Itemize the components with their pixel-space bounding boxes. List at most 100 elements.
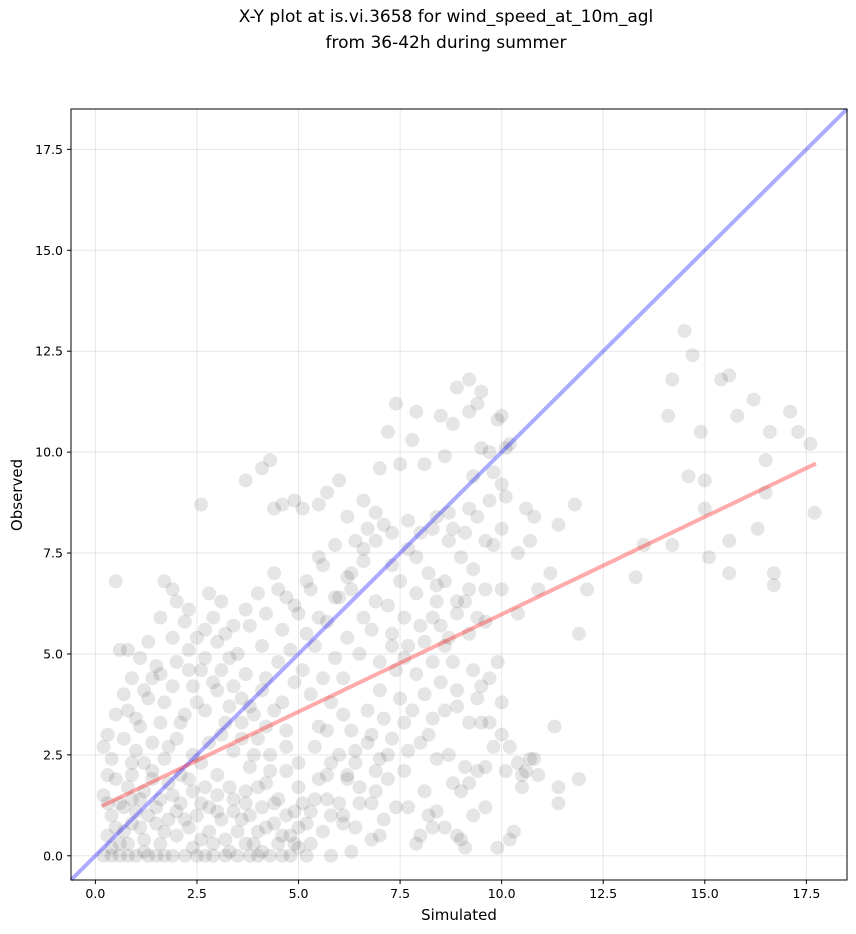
scatter-point [320,792,334,807]
scatter-point [580,582,594,597]
scatter-point [165,848,180,863]
scatter-point [409,836,424,851]
scatter-point [445,521,460,536]
scatter-point [141,808,156,823]
scatter-point [490,840,505,855]
scatter-point [189,695,204,710]
scatter-point [210,683,225,698]
scatter-point [494,727,509,742]
scatter-point [502,832,517,847]
x-axis-label: Simulated [421,906,497,924]
scatter-point [458,594,473,609]
scatter-point [352,646,367,661]
chart-title-line-2: from 36-42h during summer [326,33,567,53]
y-axis-label: Observed [8,459,26,531]
scatter-point [454,784,468,799]
scatter-point [409,667,424,682]
scatter-point [494,582,509,597]
scatter-point [433,618,448,633]
scatter-point [693,424,708,439]
scatter-point [368,505,383,520]
scatter-point [206,675,221,690]
scatter-point [124,755,139,770]
scatter-point [340,570,355,585]
scatter-point [405,703,420,718]
scatter-point [315,671,330,686]
scatter-point [437,449,452,464]
grid-lines [71,109,847,880]
scatter-point [287,804,302,819]
scatter-point [466,808,481,823]
scatter-point [185,747,200,762]
scatter-point [482,493,497,508]
scatter-point [153,836,168,851]
scatter-point [531,768,546,782]
scatter-point [397,610,412,625]
scatter-point [758,485,773,500]
scatter-point [124,816,139,831]
scatter-point [551,796,566,811]
scatter-point [368,594,383,609]
scatter-point [750,521,765,536]
scatter-point [108,820,123,835]
scatter-point [120,780,135,795]
scatter-point [519,501,533,516]
scatter-point [746,392,761,407]
scatter-point [271,582,286,597]
scatter-point [462,404,477,419]
scatter-point [376,812,391,827]
scatter-point [401,638,416,653]
scatter-point [498,489,513,504]
scatter-point [145,671,160,686]
scatter-point [124,792,139,807]
scatter-point [324,755,338,770]
scatter-point [250,731,265,746]
scatter-point [372,655,387,669]
scatter-point [271,655,286,669]
scatter-point [450,606,464,621]
scatter-point [108,574,123,589]
scatter-point [255,844,269,859]
scatter-point [360,521,375,536]
scatter-point [271,792,286,807]
scatter-point [336,707,351,722]
scatter-point [96,788,111,803]
scatter-point [348,820,363,835]
scatter-point [697,501,712,516]
scatter-point [214,727,229,742]
scatter-point [356,542,371,556]
scatter-point [315,824,330,839]
x-tick-label: 10.0 [488,886,516,901]
scatter-point [397,715,412,730]
scatter-point [194,497,208,512]
scatter-point [783,404,798,419]
y-tick-label: 2.5 [43,747,63,762]
scatter-point [133,719,148,734]
scatter-point [116,731,131,746]
scatter-point [275,695,290,710]
scatter-point [450,683,464,698]
scatter-point [470,509,485,524]
scatter-point [344,844,359,859]
scatter-point [100,727,115,742]
scatter-point [177,707,192,722]
scatter-point [263,453,278,468]
scatter-point [295,663,310,678]
scatter-point [161,739,176,754]
scatter-point [665,538,680,552]
scatter-point [437,638,452,653]
scatter-point [445,655,460,669]
scatter-point [287,675,302,690]
scatter-point [238,836,253,851]
scatter-point [807,505,822,520]
scatter-point [376,517,391,532]
x-axis-ticks: 0.0 2.5 5.0 7.5 10.0 12.5 15.0 17.5 [85,880,820,901]
scatter-point [360,735,375,750]
scatter-point [145,772,160,787]
scatter-point [259,820,273,835]
scatter-point [421,808,436,823]
scatter-point [238,473,253,488]
scatter-point [385,558,399,573]
scatter-point [364,727,379,742]
scatter-point [267,501,282,516]
